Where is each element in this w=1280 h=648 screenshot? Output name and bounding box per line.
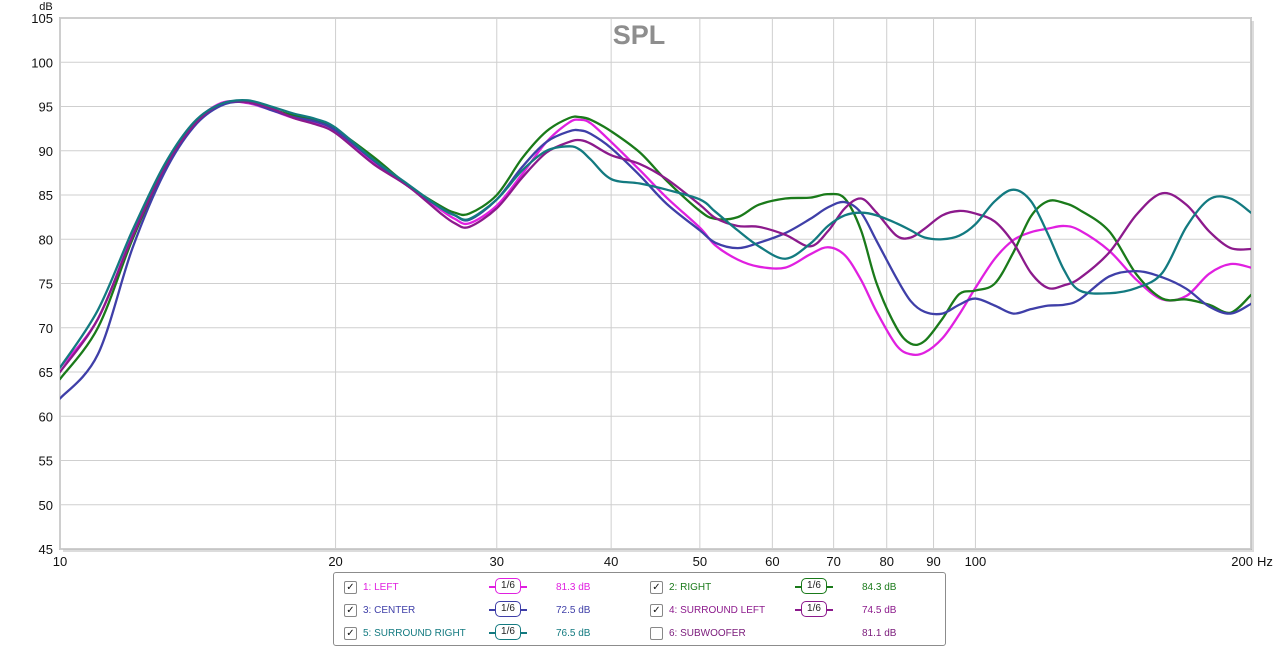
smoothing-button[interactable]: 1/6 [795,601,833,617]
y-tick-label: 100 [31,55,53,70]
x-tick-label: 100 [965,554,987,569]
smoothing-label: 1/6 [495,624,521,640]
legend-item: ✓ 1: LEFT 1/6 81.3 dB [334,577,634,597]
legend-checkbox[interactable]: ✓ [344,581,357,594]
legend-series-name: 6: SUBWOOFER [669,628,746,639]
legend-checkbox[interactable]: ✓ [650,604,663,617]
y-tick-label: 85 [39,188,53,203]
smoothing-button[interactable]: 1/6 [489,601,527,617]
series-line-5 [60,99,1251,369]
smoothing-label: 1/6 [801,578,827,594]
y-tick-label: 90 [39,144,53,159]
legend-row: ✓ 5: SURROUND RIGHT 1/6 76.5 dB 6: SUBWOOFER… [334,623,945,643]
x-tick-label: 60 [765,554,779,569]
x-tick-label: 20 [328,554,342,569]
y-tick-label: 75 [39,277,53,292]
legend-series-name: 3: CENTER [363,605,416,616]
y-tick-label: 95 [39,100,53,115]
legend-value: 84.3 dB [862,582,897,593]
x-tick-label: 70 [826,554,840,569]
legend-item: 6: SUBWOOFER 81.1 dB [640,623,940,643]
legend-checkbox[interactable]: ✓ [344,627,357,640]
y-tick-label: 45 [39,542,53,557]
legend-row: ✓ 3: CENTER 1/6 72.5 dB ✓ 4: SURROUND LEFT 1/6… [334,600,945,620]
smoothing-button[interactable]: 1/6 [795,578,833,594]
x-tick-label: 200 [1231,554,1253,569]
y-tick-label: 55 [39,454,53,469]
y-tick-label: 70 [39,321,53,336]
series-group [60,99,1251,400]
y-tick-label: 60 [39,409,53,424]
legend-series-name: 1: LEFT [363,582,399,593]
x-tick-label: 40 [604,554,618,569]
legend-value: 81.1 dB [862,628,897,639]
legend-item: ✓ 2: RIGHT 1/6 84.3 dB [640,577,940,597]
legend-row: ✓ 1: LEFT 1/6 81.3 dB ✓ 2: RIGHT 1/6 84.3 dB [334,577,945,597]
y-tick-label: 105 [31,11,53,26]
legend-value: 76.5 dB [556,628,591,639]
x-tick-label: 10 [53,554,67,569]
legend-series-name: 4: SURROUND LEFT [669,605,766,616]
spl-chart: 45 50 55 60 65 70 75 80 85 90 95 100 105 10 20 30 40 50 60… [31,1,1273,569]
legend-panel: ✓ 1: LEFT 1/6 81.3 dB ✓ 2: RIGHT 1/6 84.3 dB ✓ 3:… [333,572,946,646]
legend-value: 81.3 dB [556,582,591,593]
legend-series-name: 5: SURROUND RIGHT [363,628,466,639]
legend-item: ✓ 3: CENTER 1/6 72.5 dB [334,600,634,620]
smoothing-label: 1/6 [495,578,521,594]
x-axis-unit: Hz [1257,554,1273,569]
legend-checkbox[interactable]: ✓ [344,604,357,617]
smoothing-label: 1/6 [801,601,827,617]
y-tick-label: 80 [39,232,53,247]
series-line-4 [60,100,1251,374]
x-tick-label: 90 [926,554,940,569]
x-tick-label: 30 [490,554,504,569]
series-line-3 [60,100,1251,400]
legend-item: ✓ 4: SURROUND LEFT 1/6 74.5 dB [640,600,940,620]
legend-value: 72.5 dB [556,605,591,616]
legend-checkbox[interactable]: ✓ [650,581,663,594]
smoothing-button[interactable]: 1/6 [489,624,527,640]
x-tick-label: 80 [879,554,893,569]
legend-series-name: 2: RIGHT [669,582,712,593]
legend-checkbox[interactable] [650,627,663,640]
legend-value: 74.5 dB [862,605,897,616]
chart-title: SPL [613,20,666,50]
x-tick-label: 50 [693,554,707,569]
y-tick-label: 65 [39,365,53,380]
y-tick-label: 50 [39,498,53,513]
smoothing-button[interactable]: 1/6 [489,578,527,594]
smoothing-label: 1/6 [495,601,521,617]
y-axis-unit: dB [39,1,52,13]
legend-item: ✓ 5: SURROUND RIGHT 1/6 76.5 dB [334,623,634,643]
